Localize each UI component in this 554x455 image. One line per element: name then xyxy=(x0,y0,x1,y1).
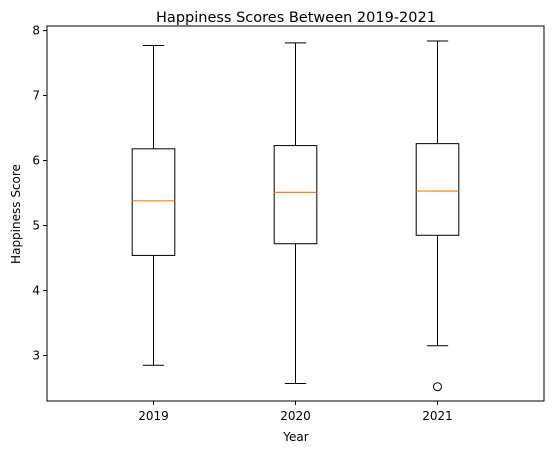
y-axis-label: Happiness Score xyxy=(9,164,23,264)
y-axis: 3 4 5 6 7 8 xyxy=(32,24,47,363)
x-axis-label: Year xyxy=(282,430,308,444)
box-2020 xyxy=(273,42,318,384)
y-tick-label: 6 xyxy=(32,154,40,168)
iqr-box xyxy=(273,145,318,245)
y-tick-label: 5 xyxy=(32,219,40,233)
outlier-point xyxy=(433,382,442,392)
x-tick-label: 2020 xyxy=(280,409,311,423)
box-2021 xyxy=(415,40,460,392)
box-2019 xyxy=(131,44,176,366)
boxes-group xyxy=(131,40,460,392)
x-tick-label: 2019 xyxy=(138,409,169,423)
y-tick-label: 7 xyxy=(32,89,40,103)
x-tick-label: 2021 xyxy=(422,409,453,423)
y-tick-label: 8 xyxy=(32,24,40,38)
y-tick-label: 4 xyxy=(32,284,40,298)
x-axis: 2019 2020 2021 xyxy=(138,401,453,423)
y-tick-label: 3 xyxy=(32,349,40,363)
iqr-box xyxy=(131,148,176,256)
chart-title: Happiness Scores Between 2019-2021 xyxy=(156,10,436,26)
iqr-box xyxy=(415,143,460,236)
